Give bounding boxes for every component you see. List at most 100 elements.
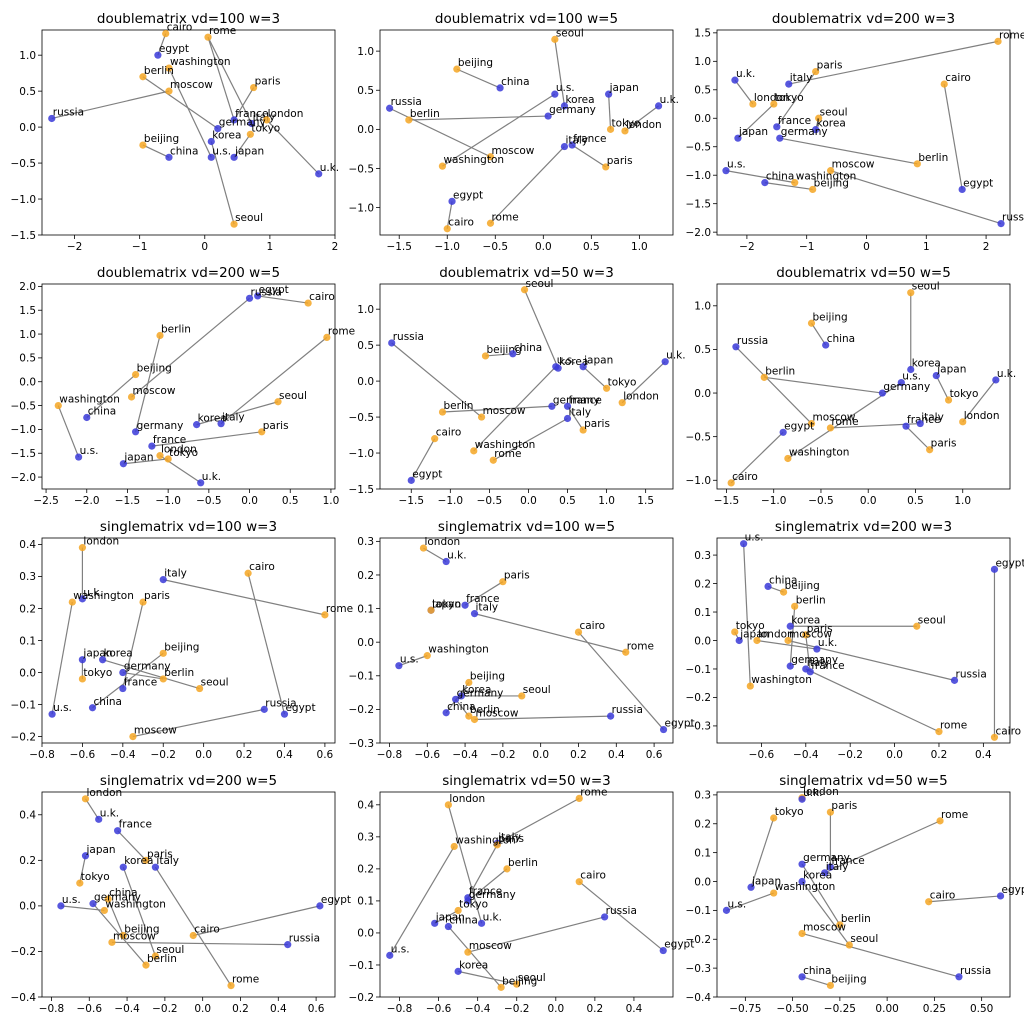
point-germany (452, 695, 460, 703)
pair-line-italy-rome (207, 36, 253, 124)
subplot-title: doublematrix vd=200 w=3 (772, 11, 955, 27)
x-tick-label: −0.6 (77, 1003, 103, 1015)
point-italy (151, 863, 160, 871)
point-paris (579, 426, 587, 434)
point-label-u.k.: u.k. (818, 637, 837, 649)
y-tick-label: 0.0 (694, 388, 711, 400)
point-beijing (497, 983, 505, 991)
point-label-u.k.: u.k. (83, 587, 102, 599)
point-tokyo (944, 396, 953, 404)
pair-line-tokyo-japan (123, 458, 169, 465)
y-tick-label: −0.2 (686, 934, 712, 946)
point-label-egypt: egypt (665, 718, 695, 730)
point-cairo (244, 569, 252, 577)
y-tick-label: −1.0 (349, 202, 375, 214)
point-berlin (438, 408, 447, 416)
x-tick-label: 0.4 (626, 1003, 643, 1015)
point-germany (786, 662, 794, 670)
point-france (826, 863, 835, 871)
y-tick-label: 1.0 (357, 304, 374, 316)
point-moscow (807, 419, 816, 428)
point-label-u.s.: u.s. (62, 894, 81, 906)
x-tick-label: 1.5 (637, 495, 654, 507)
point-label-u.k.: u.k. (666, 350, 685, 362)
pair-line-tokyo-japan (434, 909, 459, 924)
pair-line-beijing-china (86, 374, 136, 418)
pair-line-washington-u.s. (168, 67, 212, 158)
y-tick-label: 0.0 (694, 113, 711, 125)
y-tick-label: 0.5 (19, 353, 36, 365)
point-rome (321, 611, 329, 619)
x-tick-label: −0.5 (808, 495, 834, 507)
point-egypt (990, 565, 999, 573)
point-label-germany: germany (124, 661, 171, 673)
subplot-title: singlematrix vd=50 w=3 (442, 773, 611, 789)
y-tick-label: 0.0 (357, 124, 374, 136)
point-egypt (316, 902, 324, 910)
pair-line-russia-moscow (735, 346, 812, 424)
point-label-tokyo: tokyo (608, 376, 637, 388)
x-tick-label: 0.5 (282, 495, 299, 507)
y-tick-label: 0.0 (19, 667, 36, 679)
point-korea (812, 126, 820, 134)
point-label-beijing: beijing (470, 671, 505, 683)
point-seoul (274, 398, 282, 406)
pair-line-u.k.-london (621, 361, 666, 404)
pair-lines (726, 797, 1001, 987)
y-tick-label: −0.4 (11, 992, 37, 1004)
y-tick-label: 0.0 (19, 377, 36, 389)
pair-line-seoul-korea (523, 289, 559, 369)
point-cairo (990, 733, 999, 741)
x-tick-label: −1.0 (438, 495, 464, 507)
y-tick-label: 0.3 (19, 571, 36, 583)
pair-line-tokyo-japan (233, 133, 251, 158)
point-label-france: france (119, 819, 152, 831)
point-russia (997, 220, 1005, 228)
x-tick-label: −0.6 (70, 749, 96, 761)
y-tick-label: 0.5 (694, 344, 711, 356)
point-label-seoul: seoul (820, 106, 848, 118)
x-tick-label: −0.50 (777, 1003, 809, 1015)
point-u.s. (722, 167, 730, 175)
pair-line-italy-rome (492, 417, 568, 461)
point-japan (431, 919, 439, 927)
point-u.k. (813, 645, 821, 653)
point-label-beijing: beijing (124, 924, 159, 936)
point-label-seoul: seoul (523, 684, 551, 696)
point-label-china: china (449, 915, 477, 927)
subplot-7: singlematrix vd=100 w=3 −0.8 −0.6 −0.4 −0.2 0… (11, 519, 354, 761)
x-tick-label: −0.75 (729, 1003, 761, 1015)
point-cairo (925, 898, 933, 906)
x-tick-label: 0.0 (547, 1003, 564, 1015)
point-label-korea: korea (791, 614, 820, 626)
point-paris (602, 163, 610, 171)
point-rome (227, 982, 235, 990)
y-tick-label: −1.0 (686, 475, 712, 487)
pair-line-rome-italy (220, 336, 328, 425)
point-korea (454, 967, 462, 975)
point-moscow (798, 929, 806, 938)
point-label-rome: rome (999, 29, 1024, 41)
point-label-egypt: egypt (412, 468, 442, 480)
y-tick-label: 1.5 (694, 28, 711, 40)
point-label-u.k.: u.k. (736, 68, 755, 80)
x-tick-label: 0.4 (276, 749, 293, 761)
point-china (88, 704, 97, 712)
point-label-cairo: cairo (436, 427, 462, 439)
subplot-4: doublematrix vd=200 w=5 −2.5 −2.0 −1.5 −1.0 −… (11, 265, 356, 507)
point-label-germany: germany (553, 394, 600, 406)
point-label-beijing: beijing (502, 975, 537, 987)
point-label-cairo: cairo (580, 870, 606, 882)
point-label-egypt: egypt (453, 189, 483, 201)
point-cairo (727, 479, 735, 487)
pair-line-seoul-korea (210, 141, 235, 225)
point-rome (622, 648, 630, 656)
point-rome (935, 728, 943, 736)
point-france (230, 116, 238, 124)
y-tick-label: 1.0 (694, 56, 711, 68)
point-paris (826, 808, 835, 816)
y-tick-label: 0.4 (19, 539, 36, 551)
pair-line-cairo-egypt (578, 631, 665, 730)
point-label-beijing: beijing (813, 311, 848, 323)
pair-line-cairo-egypt (157, 33, 167, 56)
